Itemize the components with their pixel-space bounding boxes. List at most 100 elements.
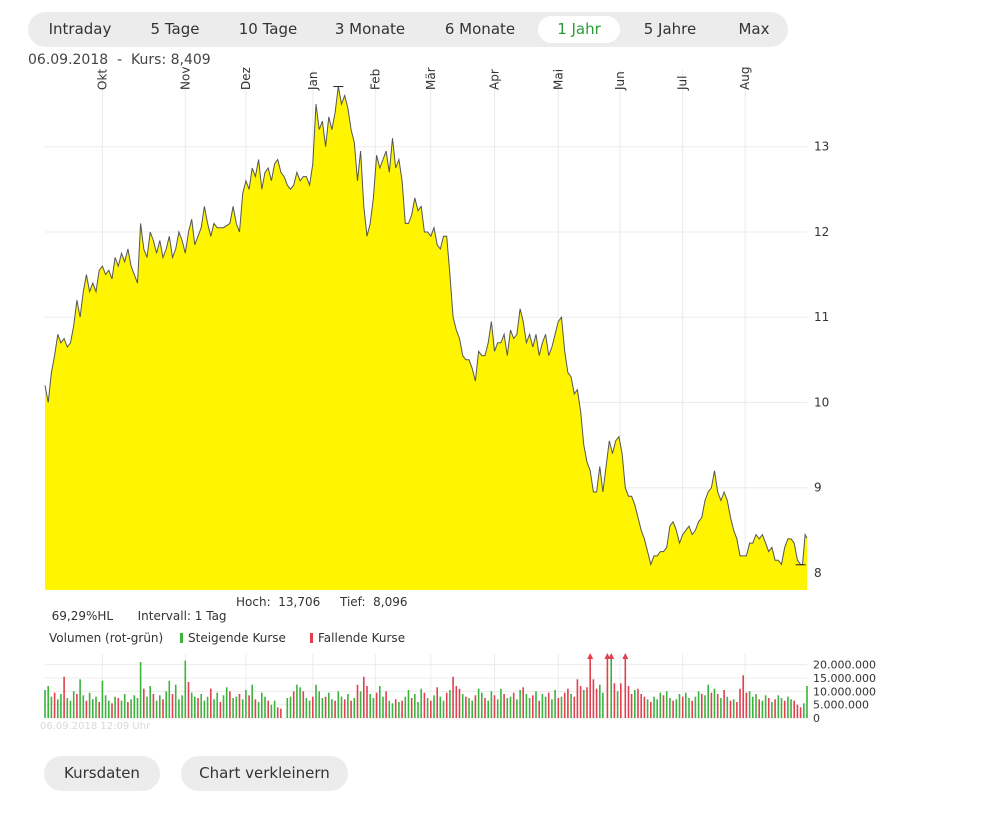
volume-bar <box>503 694 505 718</box>
vol-tick-label-2: 10.000.000 <box>813 685 876 698</box>
volume-bar <box>665 691 668 718</box>
volume-bar <box>66 698 69 718</box>
volume-bar <box>108 700 110 718</box>
volume-bar <box>261 692 263 718</box>
volume-bar <box>353 698 356 718</box>
x-tick-label-9: Jul <box>676 76 690 91</box>
volume-bar <box>210 688 212 718</box>
interval-stat: Intervall: 1 Tag <box>130 595 227 623</box>
volume-bar <box>732 699 735 718</box>
chart-verkleinern-button[interactable]: Chart verkleinern <box>181 756 348 791</box>
volume-bar <box>222 695 225 718</box>
volume-bar <box>783 700 786 718</box>
volume-bar <box>439 696 442 718</box>
volume-bar <box>385 691 387 718</box>
volume-bar <box>662 695 665 718</box>
stats-bar: 69,29%HL <box>44 595 113 623</box>
volume-bar <box>675 699 678 718</box>
volume-bar <box>713 688 716 718</box>
volume-bar <box>347 694 349 718</box>
volume-bar <box>382 696 384 718</box>
legend-down-label: Fallende Kurse <box>318 631 406 645</box>
kursdaten-button[interactable]: Kursdaten <box>44 756 160 791</box>
volume-bar <box>583 690 585 718</box>
volume-bar <box>796 704 799 718</box>
legend-down-swatch <box>310 633 313 643</box>
vol-tick-label-0: 0 <box>813 712 820 725</box>
volume-bar <box>276 707 279 718</box>
volume-bar <box>178 699 180 718</box>
volume-bar <box>468 698 470 718</box>
volume-bar <box>790 699 792 718</box>
tab-6-monate[interactable]: 6 Monate <box>444 20 516 38</box>
volume-bar <box>691 700 693 718</box>
volume-bar <box>155 700 158 718</box>
volume-bar <box>586 687 588 718</box>
tab-max[interactable]: Max <box>738 20 770 38</box>
volume-bar <box>232 698 234 718</box>
volume-bar <box>742 675 744 718</box>
volume-bar <box>630 694 633 718</box>
y-tick-label-0: 8 <box>814 566 822 580</box>
volume-bar <box>63 676 65 718</box>
vol-tick-label-1: 5.000.000 <box>813 699 869 712</box>
tab-5-jahre[interactable]: 5 Jahre <box>643 20 697 38</box>
price-area <box>45 86 807 590</box>
volume-bar <box>343 699 346 718</box>
volume-bar <box>509 696 512 718</box>
volume-bar <box>337 691 340 718</box>
volume-bar <box>379 686 381 718</box>
volume-bar <box>394 699 397 718</box>
volume-bar <box>490 691 493 718</box>
volume-bar <box>331 699 333 718</box>
volume-bar <box>672 700 674 718</box>
price-value: 8,409 <box>170 52 211 68</box>
volume-bar <box>190 692 193 718</box>
volume-bar <box>369 694 371 718</box>
volume-bar <box>286 698 289 718</box>
volume-bar <box>82 695 85 718</box>
volume-bar <box>748 691 751 718</box>
volume-bar <box>181 695 183 718</box>
timestamp: 06.09.2018 12:09 Uhr <box>40 721 151 732</box>
volume-bar <box>595 688 598 718</box>
volume-bar <box>681 696 684 718</box>
tab-1-jahr[interactable]: 1 Jahr <box>538 16 620 43</box>
volume-bar <box>433 695 435 718</box>
volume-bar <box>640 694 642 718</box>
tab-10-tage[interactable]: 10 Tage <box>238 20 298 38</box>
volume-bar <box>560 696 563 718</box>
volume-bar <box>716 694 719 718</box>
volume-bar <box>544 696 547 718</box>
volume-bar <box>328 692 330 718</box>
volume-bar <box>793 700 795 718</box>
volume-bar <box>280 708 282 718</box>
volume-bar <box>620 683 622 718</box>
volume-bar <box>47 686 49 718</box>
volume-bar <box>710 692 713 718</box>
volume-bar <box>806 686 808 718</box>
volume-bar <box>95 696 97 718</box>
volume-bar <box>238 694 241 718</box>
tab-3-monate[interactable]: 3 Monate <box>334 20 406 38</box>
volume-bar <box>678 694 681 718</box>
volume-bar <box>257 702 260 718</box>
volume-bar <box>461 694 464 718</box>
low-stat: Tief: 8,096 <box>340 595 408 609</box>
volume-bar <box>324 696 327 718</box>
tab-5-tage[interactable]: 5 Tage <box>150 20 200 38</box>
tab-intraday[interactable]: Intraday <box>48 20 112 38</box>
volume-bar <box>350 700 352 718</box>
volume-bar <box>701 694 703 718</box>
volume-bar <box>720 698 722 718</box>
volume-bar <box>225 687 228 718</box>
volume-bar <box>426 698 429 718</box>
volume-bar <box>484 698 486 718</box>
volume-bar <box>445 692 448 718</box>
volume-bar <box>245 690 247 718</box>
legend-up-label: Steigende Kurse <box>188 631 286 645</box>
volume-bar <box>755 694 757 718</box>
volume-bar <box>616 691 619 718</box>
volume-bar <box>430 700 432 718</box>
